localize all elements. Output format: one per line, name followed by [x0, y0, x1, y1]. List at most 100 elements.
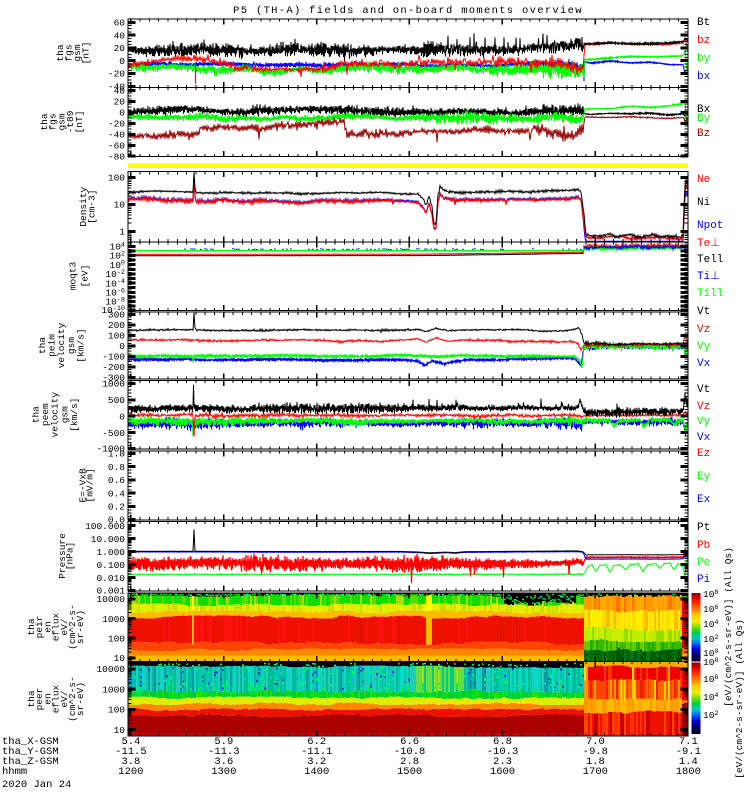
svg-text:5.4: 5.4	[121, 736, 140, 748]
svg-text:5.9: 5.9	[214, 736, 233, 748]
svg-text:1500: 1500	[397, 766, 422, 778]
svg-text:eflux: eflux	[51, 612, 62, 641]
svg-text:0.010: 0.010	[96, 573, 125, 584]
svg-text:-11.5: -11.5	[115, 746, 147, 758]
svg-text:-11.1: -11.1	[301, 746, 333, 758]
svg-text:tha: tha	[26, 690, 37, 707]
svg-text:Till: Till	[697, 288, 723, 300]
svg-text:fgs: fgs	[48, 113, 59, 130]
svg-text:100: 100	[108, 633, 125, 644]
svg-text:-500: -500	[102, 428, 125, 439]
svg-text:eV/: eV/	[59, 690, 70, 707]
svg-text:eflux: eflux	[51, 684, 62, 713]
svg-text:-200: -200	[102, 362, 125, 373]
svg-text:10-2: 10-2	[105, 269, 125, 280]
svg-text:10000: 10000	[96, 594, 125, 605]
svg-text:0.8: 0.8	[108, 462, 125, 473]
svg-text:tha: tha	[31, 406, 42, 423]
svg-text:1400: 1400	[304, 766, 329, 778]
svg-text:en: en	[42, 693, 53, 704]
svg-text:2020 Jan 24: 2020 Jan 24	[2, 779, 71, 791]
svg-text:10-8: 10-8	[105, 297, 125, 308]
svg-text:Npot: Npot	[697, 220, 723, 232]
svg-text:Pt: Pt	[697, 522, 710, 534]
svg-text:peer: peer	[34, 688, 45, 711]
svg-text:-80: -80	[108, 152, 125, 163]
svg-text:1.0: 1.0	[108, 449, 125, 460]
svg-text:-t89: -t89	[65, 110, 76, 133]
svg-text:300: 300	[108, 310, 125, 321]
svg-text:104: 104	[703, 692, 719, 703]
svg-text:moqt3: moqt3	[67, 261, 78, 290]
svg-text:velocity: velocity	[56, 322, 67, 368]
svg-text:10000: 10000	[96, 664, 125, 675]
svg-text:100: 100	[108, 173, 125, 184]
svg-text:102: 102	[703, 710, 719, 721]
svg-text:100: 100	[108, 705, 125, 716]
svg-text:-10.3: -10.3	[487, 746, 519, 758]
svg-text:Ex: Ex	[697, 494, 711, 506]
svg-text:1000: 1000	[102, 379, 125, 390]
svg-text:eV/: eV/	[59, 618, 70, 635]
svg-text:Vz: Vz	[697, 324, 710, 336]
svg-text:7.1: 7.1	[679, 736, 698, 748]
svg-text:0.0: 0.0	[108, 514, 125, 525]
svg-text:1.4: 1.4	[679, 756, 698, 768]
svg-text:Vt: Vt	[697, 306, 710, 318]
svg-text:100: 100	[110, 260, 126, 271]
svg-text:1300: 1300	[211, 766, 236, 778]
svg-text:10: 10	[114, 653, 126, 664]
svg-text:-40: -40	[108, 130, 125, 141]
svg-text:108: 108	[703, 657, 719, 668]
svg-text:tha: tha	[37, 337, 48, 354]
svg-text:hhmm: hhmm	[2, 766, 27, 778]
svg-text:100.000: 100.000	[85, 521, 125, 532]
svg-text:tha: tha	[39, 113, 50, 130]
svg-text:Vx: Vx	[697, 358, 711, 370]
svg-text:0.100: 0.100	[96, 560, 125, 571]
svg-text:106: 106	[703, 604, 719, 615]
svg-text:20: 20	[114, 97, 126, 108]
svg-text:Te⊥: Te⊥	[697, 238, 720, 250]
svg-text:Tell: Tell	[697, 254, 723, 266]
svg-text:106: 106	[703, 674, 719, 685]
svg-text:Ne: Ne	[697, 174, 710, 186]
svg-text:10.000: 10.000	[91, 534, 126, 545]
svg-text:peem: peem	[40, 403, 51, 426]
svg-text:100: 100	[108, 331, 125, 342]
svg-text:-300: -300	[102, 373, 125, 384]
svg-text:Vt: Vt	[697, 384, 710, 396]
svg-text:(cm^2-s-: (cm^2-s-	[67, 676, 78, 722]
svg-text:(cm^2-s-: (cm^2-s-	[67, 604, 78, 650]
svg-text:-9.8: -9.8	[583, 746, 608, 758]
svg-text:gsm: gsm	[72, 44, 83, 61]
svg-text:200: 200	[108, 320, 125, 331]
svg-text:1800: 1800	[676, 766, 701, 778]
svg-text:0.001: 0.001	[96, 586, 125, 597]
svg-text:gsm: gsm	[59, 406, 70, 423]
svg-text:Vz: Vz	[697, 401, 710, 413]
svg-text:by: by	[697, 53, 711, 65]
svg-text:velocity: velocity	[50, 392, 61, 438]
svg-text:[km/s]: [km/s]	[69, 398, 80, 432]
svg-text:Pressure: Pressure	[57, 533, 68, 579]
svg-text:-60: -60	[108, 141, 125, 152]
svg-text:0: 0	[119, 108, 125, 119]
svg-text:By: By	[697, 113, 711, 125]
svg-text:Ti⊥: Ti⊥	[697, 271, 720, 283]
svg-text:0: 0	[119, 341, 125, 352]
svg-text:bx: bx	[697, 71, 711, 83]
svg-text:en: en	[42, 621, 53, 632]
svg-text:tha_X-GSM: tha_X-GSM	[2, 736, 59, 748]
svg-text:tha: tha	[26, 618, 37, 635]
svg-text:-10.8: -10.8	[394, 746, 426, 758]
svg-text:10-4: 10-4	[105, 278, 125, 289]
svg-text:1.8: 1.8	[586, 756, 605, 768]
svg-text:sr-eV): sr-eV)	[75, 682, 86, 716]
svg-text:1700: 1700	[583, 766, 608, 778]
svg-text:[eV/(cm^2-s-sr-eV)] (All Qs): [eV/(cm^2-s-sr-eV)] (All Qs)	[734, 619, 745, 779]
svg-text:10-10: 10-10	[101, 305, 125, 316]
svg-text:tha_Y-GSM: tha_Y-GSM	[2, 746, 59, 758]
svg-text:40: 40	[114, 30, 126, 41]
svg-text:Ez: Ez	[697, 448, 710, 460]
